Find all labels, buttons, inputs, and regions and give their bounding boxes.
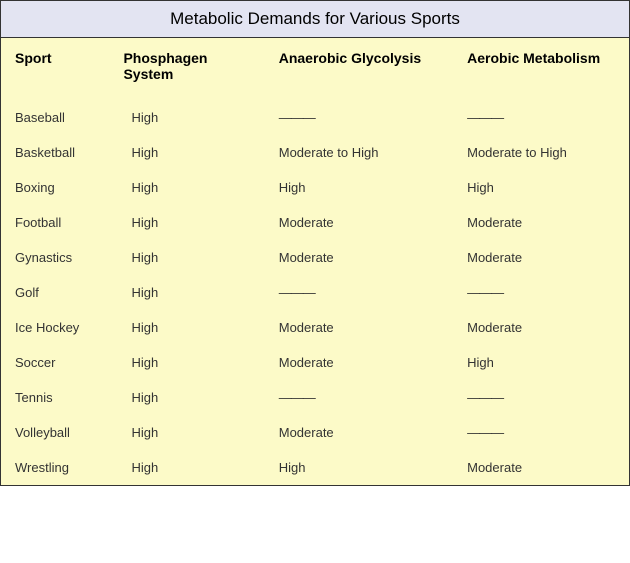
cell-aerobic: High xyxy=(453,345,629,380)
cell-anaerobic: Moderate to High xyxy=(265,135,453,170)
table-row: GynasticsHighModerateModerate xyxy=(1,240,629,275)
cell-phosphagen: High xyxy=(101,380,264,415)
cell-anaerobic: ——— xyxy=(265,100,453,135)
table-row: TennisHigh—————— xyxy=(1,380,629,415)
cell-aerobic: Moderate xyxy=(453,450,629,485)
cell-aerobic: ——— xyxy=(453,380,629,415)
cell-sport: Wrestling xyxy=(1,450,101,485)
col-header-aerobic: Aerobic Metabolism xyxy=(453,38,629,100)
table-title: Metabolic Demands for Various Sports xyxy=(1,1,629,38)
cell-sport: Golf xyxy=(1,275,101,310)
cell-phosphagen: High xyxy=(101,205,264,240)
cell-phosphagen: High xyxy=(101,135,264,170)
cell-anaerobic: ——— xyxy=(265,380,453,415)
cell-sport: Soccer xyxy=(1,345,101,380)
cell-anaerobic: High xyxy=(265,170,453,205)
cell-aerobic: Moderate xyxy=(453,310,629,345)
metabolic-demands-table: Sport Phosphagen System Anaerobic Glycol… xyxy=(1,38,629,485)
table-row: SoccerHighModerateHigh xyxy=(1,345,629,380)
cell-anaerobic: Moderate xyxy=(265,205,453,240)
cell-sport: Basketball xyxy=(1,135,101,170)
cell-aerobic: Moderate xyxy=(453,205,629,240)
table-body: BaseballHigh——————BasketballHighModerate… xyxy=(1,100,629,485)
cell-sport: Volleyball xyxy=(1,415,101,450)
cell-aerobic: ——— xyxy=(453,275,629,310)
col-header-phosphagen: Phosphagen System xyxy=(101,38,264,100)
cell-anaerobic: Moderate xyxy=(265,240,453,275)
col-header-sport: Sport xyxy=(1,38,101,100)
table-row: FootballHighModerateModerate xyxy=(1,205,629,240)
cell-aerobic: ——— xyxy=(453,415,629,450)
cell-phosphagen: High xyxy=(101,310,264,345)
cell-sport: Baseball xyxy=(1,100,101,135)
cell-phosphagen: High xyxy=(101,415,264,450)
cell-phosphagen: High xyxy=(101,170,264,205)
table-row: BoxingHighHighHigh xyxy=(1,170,629,205)
cell-anaerobic: Moderate xyxy=(265,310,453,345)
cell-aerobic: Moderate xyxy=(453,240,629,275)
cell-anaerobic: High xyxy=(265,450,453,485)
cell-aerobic: High xyxy=(453,170,629,205)
cell-phosphagen: High xyxy=(101,275,264,310)
table-container: Metabolic Demands for Various Sports Spo… xyxy=(0,0,630,486)
cell-aerobic: Moderate to High xyxy=(453,135,629,170)
table-row: BaseballHigh—————— xyxy=(1,100,629,135)
col-header-anaerobic: Anaerobic Glycolysis xyxy=(265,38,453,100)
table-row: Ice HockeyHighModerateModerate xyxy=(1,310,629,345)
table-row: GolfHigh—————— xyxy=(1,275,629,310)
table-row: WrestlingHighHighModerate xyxy=(1,450,629,485)
cell-phosphagen: High xyxy=(101,450,264,485)
cell-sport: Gynastics xyxy=(1,240,101,275)
cell-sport: Boxing xyxy=(1,170,101,205)
table-row: VolleyballHighModerate——— xyxy=(1,415,629,450)
cell-sport: Ice Hockey xyxy=(1,310,101,345)
table-row: BasketballHighModerate to HighModerate t… xyxy=(1,135,629,170)
cell-phosphagen: High xyxy=(101,100,264,135)
cell-anaerobic: ——— xyxy=(265,275,453,310)
cell-phosphagen: High xyxy=(101,345,264,380)
cell-anaerobic: Moderate xyxy=(265,415,453,450)
cell-sport: Football xyxy=(1,205,101,240)
cell-aerobic: ——— xyxy=(453,100,629,135)
table-header-row: Sport Phosphagen System Anaerobic Glycol… xyxy=(1,38,629,100)
cell-phosphagen: High xyxy=(101,240,264,275)
cell-anaerobic: Moderate xyxy=(265,345,453,380)
cell-sport: Tennis xyxy=(1,380,101,415)
